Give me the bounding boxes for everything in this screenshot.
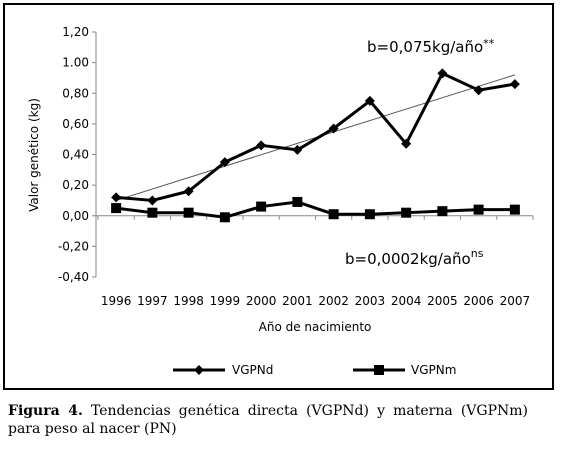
x-tick-label: 1999 — [210, 294, 241, 308]
series — [111, 68, 520, 223]
data-point-vgpnm — [328, 209, 339, 220]
data-point-vgpnd — [147, 195, 158, 206]
annotation-maternal-slope: b=0,0002kg/añons — [345, 247, 484, 268]
x-tick-label: 2006 — [463, 294, 494, 308]
x-tick-label: 2001 — [282, 294, 313, 308]
data-point-vgpnd — [364, 95, 375, 106]
y-tick-label: 0,80 — [62, 86, 89, 100]
annotation-maternal-text: b=0,0002kg/año — [345, 250, 471, 268]
series-line-vgpnd — [115, 71, 516, 202]
caption-text: Tendencias genética directa (VGPNd) y ma… — [8, 403, 528, 437]
data-point-vgpnm — [111, 203, 122, 214]
x-axis-title: Año de nacimiento — [259, 320, 372, 334]
chart: 1,20 1.00 0,80 0,60 0,40 0,20 0,00 -0,20 -0,40 1… — [27, 25, 534, 377]
data-point-vgpnm — [473, 204, 484, 215]
figure-frame — [3, 3, 554, 390]
data-point-vgpnd — [437, 68, 448, 79]
legend-marker-vgpnm — [374, 365, 384, 375]
y-axis-title: Valor genético (kg) — [27, 98, 41, 212]
data-point-vgpnd — [219, 157, 230, 168]
y-tick-label: -0,20 — [58, 239, 89, 253]
data-point-vgpnd — [111, 192, 122, 203]
figure-caption: Figura 4. Tendencias genética directa (V… — [8, 402, 528, 438]
data-point-vgpnm — [147, 207, 158, 218]
annotation-direct-text: b=0,075kg/año — [367, 38, 483, 56]
data-point-vgpnm — [256, 201, 267, 212]
x-tick-label: 1997 — [137, 294, 168, 308]
x-axis: 1996 1997 1998 1999 2000 2001 2002 2003 2004 2005… — [96, 215, 534, 308]
data-point-vgpnd — [509, 79, 520, 90]
x-tick-label: 1998 — [173, 294, 204, 308]
y-tick-label: 0,20 — [62, 178, 89, 192]
annotation-direct-slope: b=0,075kg/año** — [367, 37, 495, 56]
data-point-vgpnm — [401, 207, 412, 218]
caption-label: Figura 4. — [8, 403, 83, 419]
x-tick-label: 1996 — [101, 294, 132, 308]
legend-label-vgpnm: VGPNm — [411, 363, 456, 377]
data-point-vgpnm — [292, 196, 303, 207]
data-point-vgpnd — [256, 140, 267, 151]
y-tick-label: 1.00 — [62, 56, 89, 70]
x-tick-label: 2002 — [318, 294, 349, 308]
data-point-vgpnd — [401, 138, 412, 149]
data-point-vgpnm — [437, 206, 448, 217]
x-tick-label: 2007 — [500, 294, 531, 308]
series-line-vgpnm — [115, 200, 515, 219]
data-point-vgpnm — [364, 209, 375, 220]
x-tick-label: 2004 — [391, 294, 422, 308]
x-tick-label: 2005 — [427, 294, 458, 308]
data-point-vgpnd — [292, 144, 303, 155]
x-tick-label: 2003 — [355, 294, 386, 308]
legend-marker-vgpnd — [194, 365, 204, 375]
legend-label-vgpnd: VGPNd — [232, 363, 273, 377]
y-tick-label: 1,20 — [62, 25, 89, 39]
data-point-vgpnd — [183, 186, 194, 197]
annotation-maternal-sup: ns — [471, 247, 484, 260]
y-tick-label: 0,40 — [62, 148, 89, 162]
data-point-vgpnm — [219, 212, 230, 223]
data-point-vgpnd — [328, 123, 339, 134]
data-point-vgpnd — [473, 85, 484, 96]
data-point-vgpnm — [509, 204, 520, 215]
annotation-direct-sup: ** — [483, 37, 495, 50]
y-axis: 1,20 1.00 0,80 0,60 0,40 0,20 0,00 -0,20 -0,40 — [58, 25, 97, 284]
x-tick-label: 2000 — [246, 294, 277, 308]
legend: VGPNd VGPNm — [173, 363, 456, 377]
y-tick-label: 0,00 — [62, 209, 89, 223]
data-point-vgpnm — [183, 207, 194, 218]
y-tick-label: 0,60 — [62, 117, 89, 131]
y-tick-label: -0,40 — [58, 270, 89, 284]
